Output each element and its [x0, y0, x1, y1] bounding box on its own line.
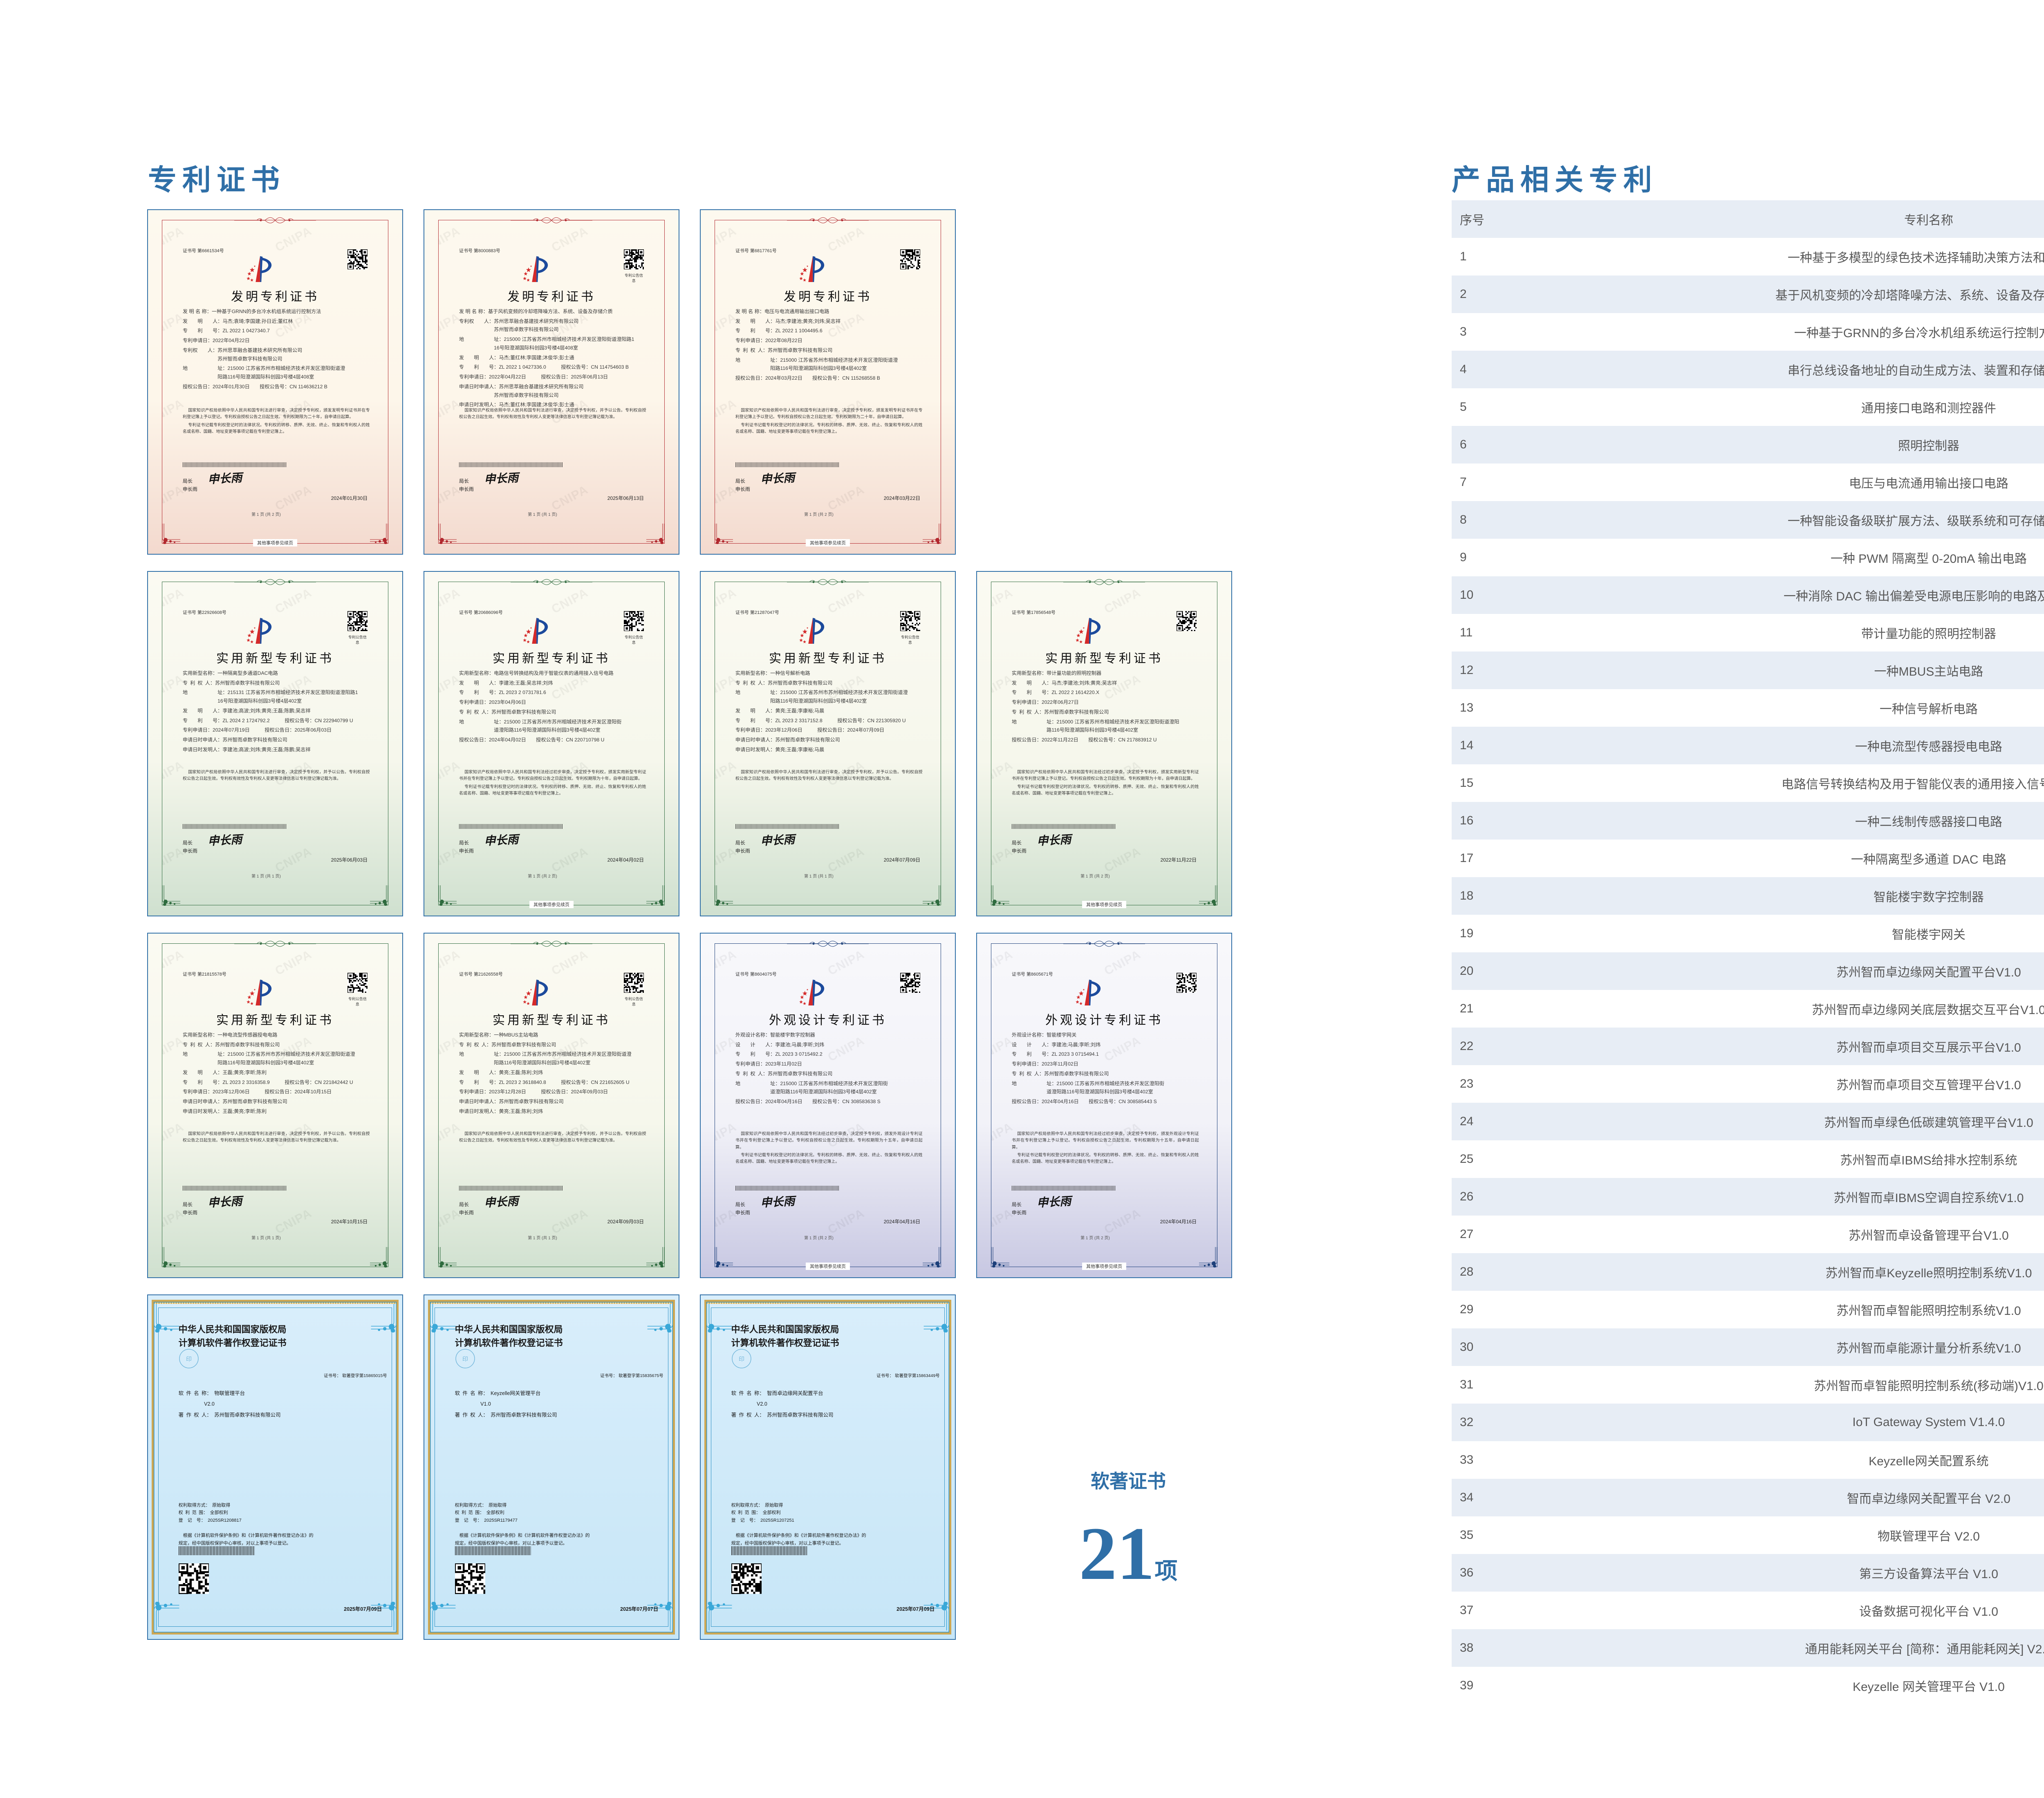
svg-text:印: 印 — [462, 1356, 468, 1362]
svg-text:印: 印 — [739, 1356, 744, 1362]
svg-text:印: 印 — [186, 1356, 192, 1362]
